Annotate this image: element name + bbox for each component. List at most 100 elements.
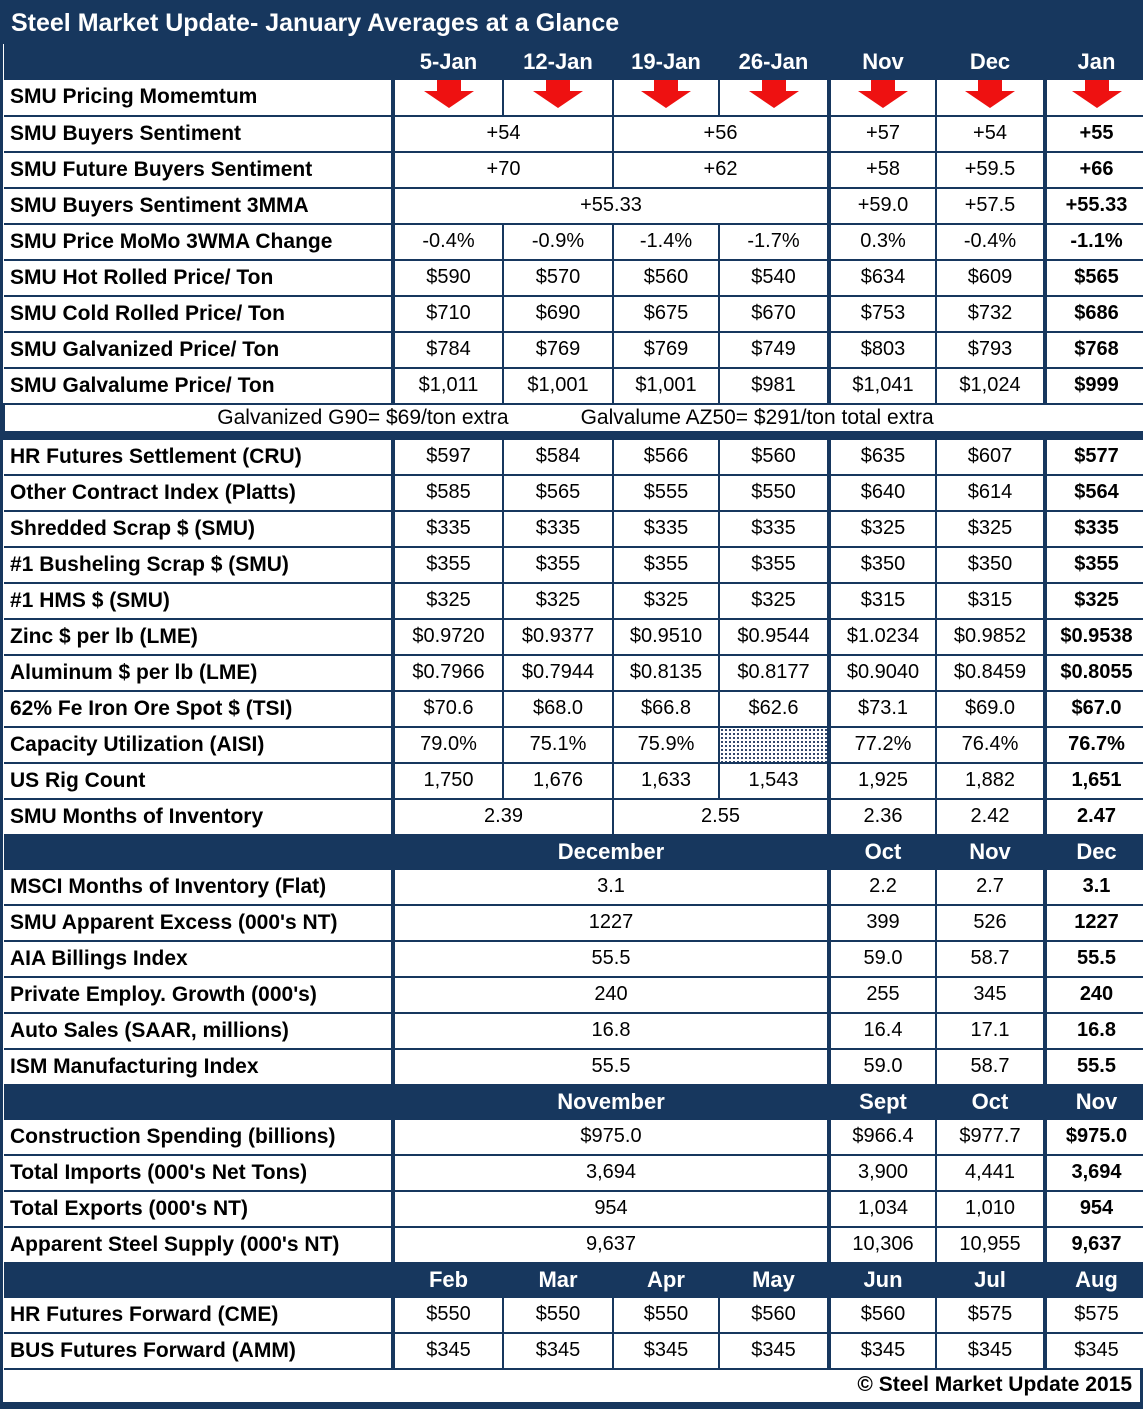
row-label: SMU Apparent Excess (000's NT): [4, 903, 394, 942]
data-row: Other Contract Index (Platts) $585 $565 $55…: [4, 473, 1143, 512]
value-cell: $753: [827, 294, 937, 333]
value-cell: $345: [935, 1331, 1046, 1370]
data-row: AIA Billings Index 55.5 59.0 58.7 55.5: [4, 939, 1143, 978]
value-cell: 55.5: [391, 939, 830, 978]
month-header: Jun: [827, 1261, 937, 1298]
value-cell: $325: [612, 581, 720, 620]
value-cell: $550: [718, 473, 830, 512]
value-cell: $749: [718, 330, 830, 369]
value-cell: +70: [391, 150, 614, 189]
hatched-empty-cell: [718, 725, 830, 764]
note-text: Galvalume AZ50= $291/ton total extra: [580, 405, 934, 429]
value-cell: $315: [935, 581, 1046, 620]
value-cell: $355: [718, 545, 830, 584]
month-header: Sept: [827, 1083, 937, 1120]
row-label: SMU Buyers Sentiment 3MMA: [4, 186, 394, 225]
value-cell: $325: [718, 581, 830, 620]
value-cell: $355: [391, 545, 504, 584]
value-cell: +55.33: [391, 186, 830, 225]
value-cell: 2.42: [935, 797, 1046, 836]
value-cell: $640: [827, 473, 937, 512]
row-label: MSCI Months of Inventory (Flat): [4, 867, 394, 906]
value-cell: $0.7966: [391, 653, 504, 692]
down-arrow-icon: [964, 80, 1016, 109]
copyright: © Steel Market Update 2015: [3, 1369, 1140, 1402]
value-cell: $803: [827, 330, 937, 369]
down-arrow-icon: [532, 80, 584, 109]
value-cell: $69.0: [935, 689, 1046, 728]
value-cell: $0.9040: [827, 653, 937, 692]
data-row: SMU Price MoMo 3WMA Change -0.4% -0.9% -1.4…: [4, 222, 1143, 261]
month-header: Feb: [391, 1261, 504, 1298]
value-cell: 16.8: [1043, 1011, 1143, 1050]
value-cell: $597: [391, 437, 504, 476]
value-cell: 59.0: [827, 939, 937, 978]
value-cell: $325: [827, 509, 937, 548]
table-body: 5-Jan 12-Jan 19-Jan 26-Jan Nov Dec Jan SMU Pric…: [3, 43, 1143, 1370]
value-cell: +55.33: [1043, 186, 1143, 225]
row-label: [4, 1261, 394, 1298]
value-cell: $1,001: [502, 366, 614, 405]
value-cell: +57: [827, 114, 937, 153]
value-cell: 3.1: [391, 867, 830, 906]
value-cell: $590: [391, 258, 504, 297]
row-label: [4, 43, 394, 80]
row-label: Shredded Scrap $ (SMU): [4, 509, 394, 548]
value-cell: $66.8: [612, 689, 720, 728]
row-label: HR Futures Settlement (CRU): [4, 437, 394, 476]
month-header: Mar: [502, 1261, 614, 1298]
value-cell: $560: [612, 258, 720, 297]
momentum-cell: [827, 77, 937, 117]
data-row: SMU Future Buyers Sentiment +70 +62 +58 +59.…: [4, 150, 1143, 189]
month-header: 12-Jan: [502, 43, 614, 80]
down-arrow-icon: [1071, 80, 1123, 109]
value-cell: 58.7: [935, 939, 1046, 978]
value-cell: 75.1%: [502, 725, 614, 764]
value-cell: 10,306: [827, 1225, 937, 1264]
value-cell: 16.8: [391, 1011, 830, 1050]
row-label: SMU Price MoMo 3WMA Change: [4, 222, 394, 261]
value-cell: $345: [391, 1331, 504, 1370]
value-cell: $0.9720: [391, 617, 504, 656]
value-cell: $584: [502, 437, 614, 476]
data-row: ISM Manufacturing Index 55.5 59.0 58.7 55.5: [4, 1047, 1143, 1086]
row-label: SMU Hot Rolled Price/ Ton: [4, 258, 394, 297]
value-cell: $315: [827, 581, 937, 620]
value-cell: 76.7%: [1043, 725, 1143, 764]
value-cell: $565: [1043, 258, 1143, 297]
value-cell: +62: [612, 150, 830, 189]
row-label: SMU Pricing Momemtum: [4, 77, 394, 117]
value-cell: $350: [827, 545, 937, 584]
row-label: US Rig Count: [4, 761, 394, 800]
value-cell: 2.39: [391, 797, 614, 836]
value-cell: $564: [1043, 473, 1143, 512]
value-cell: $335: [391, 509, 504, 548]
value-cell: -0.9%: [502, 222, 614, 261]
month-header: November: [391, 1083, 830, 1120]
data-row: SMU Pricing Momemtum: [4, 77, 1143, 117]
data-row: SMU Apparent Excess (000's NT) 1227 399 526…: [4, 903, 1143, 942]
value-cell: 3.1: [1043, 867, 1143, 906]
value-cell: $0.8459: [935, 653, 1046, 692]
note-row: Galvanized G90= $69/ton extra Galvalume A…: [3, 402, 1143, 433]
value-cell: 345: [935, 975, 1046, 1014]
value-cell: 55.5: [391, 1047, 830, 1086]
month-header: Nov: [935, 833, 1046, 870]
value-cell: $585: [391, 473, 504, 512]
value-cell: $325: [391, 581, 504, 620]
value-cell: 0.3%: [827, 222, 937, 261]
row-label: SMU Cold Rolled Price/ Ton: [4, 294, 394, 333]
row-label: #1 Busheling Scrap $ (SMU): [4, 545, 394, 584]
value-cell: $768: [1043, 330, 1143, 369]
page-title: Steel Market Update- January Averages at…: [3, 3, 1140, 44]
value-cell: 76.4%: [935, 725, 1046, 764]
value-cell: 9,637: [391, 1225, 830, 1264]
value-cell: $355: [612, 545, 720, 584]
month-header: 5-Jan: [391, 43, 504, 80]
value-cell: $575: [1043, 1295, 1143, 1334]
value-cell: 10,955: [935, 1225, 1046, 1264]
value-cell: +55: [1043, 114, 1143, 153]
value-cell: $670: [718, 294, 830, 333]
value-cell: $0.8135: [612, 653, 720, 692]
